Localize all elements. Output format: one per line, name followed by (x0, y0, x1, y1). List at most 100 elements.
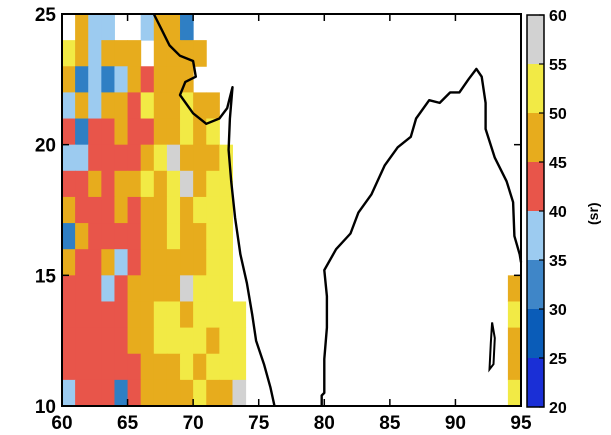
heatmap-cell (127, 223, 142, 250)
heatmap-cell (180, 301, 194, 329)
heatmap-cell (114, 170, 129, 198)
y-tick-label: 10 (35, 397, 56, 418)
heatmap-cell (153, 66, 168, 93)
heatmap-cell (75, 379, 89, 407)
heatmap-cell (206, 118, 220, 146)
x-tick-label: 90 (445, 413, 466, 434)
heatmap-cell (101, 223, 115, 250)
west-coastline (152, 13, 276, 407)
heatmap-cell (114, 327, 129, 355)
heatmap-cell (232, 353, 247, 381)
colorbar-band (527, 113, 544, 162)
heatmap-cell (127, 118, 142, 146)
heatmap-cell (101, 353, 115, 381)
heatmap-cell (127, 196, 142, 224)
heatmap-cell (127, 301, 142, 329)
heatmap-cell (127, 379, 142, 407)
heatmap-cell (153, 92, 168, 120)
heatmap-cell (180, 327, 194, 355)
heatmap-cell (166, 353, 181, 381)
heatmap-cell (193, 249, 207, 276)
heatmap-cell (219, 379, 233, 407)
heatmap-cell (140, 14, 155, 41)
heatmap-cell (75, 144, 89, 172)
heatmap-cell (88, 353, 102, 381)
heatmap-cell (75, 223, 89, 250)
heatmap-cell (166, 144, 181, 172)
x-tick-label: 85 (379, 413, 401, 434)
x-axis: 60 65 70 75 80 85 90 95 (51, 14, 532, 434)
heatmap-cell (193, 379, 207, 407)
heatmap-cell (101, 14, 115, 41)
heatmap-cell (101, 66, 115, 93)
heatmap-cell (507, 301, 522, 329)
heatmap-cell (88, 92, 102, 120)
heatmap-cell (219, 196, 233, 224)
heatmap-cell (180, 249, 194, 276)
heatmap-cell (127, 170, 142, 198)
heatmap-cell (88, 223, 102, 250)
heatmap-cell (62, 353, 76, 381)
heatmap-cell (232, 379, 247, 407)
heatmap-cell (193, 353, 207, 381)
heatmap-cell (75, 40, 89, 67)
heatmap-cell (153, 118, 168, 146)
east-coastline (320, 67, 523, 406)
heatmap-cell (75, 196, 89, 224)
heatmap-cell (101, 196, 115, 224)
heatmap-cell (127, 249, 142, 276)
heatmap-cell (507, 353, 522, 381)
heatmap-cell (88, 196, 102, 224)
heatmap-cell (206, 223, 220, 250)
heatmap-cell (153, 170, 168, 198)
colorbar-band (527, 309, 544, 358)
heatmap-cell (62, 301, 76, 329)
heatmap-cell (193, 144, 207, 172)
heatmap-cell (206, 144, 220, 172)
heatmap-cell (206, 327, 220, 355)
heatmap-cell (62, 40, 76, 67)
heatmap-cell (193, 196, 207, 224)
heatmap-cell (180, 144, 194, 172)
colorbar-band (527, 64, 544, 113)
heatmap-cell (62, 196, 76, 224)
heatmap-cell (101, 144, 115, 172)
heatmap-cell (140, 66, 155, 93)
heatmap-cell (206, 301, 220, 329)
heatmap-cell (153, 223, 168, 250)
heatmap-cell (206, 379, 220, 407)
heatmap-cell (507, 275, 522, 302)
heatmap-cell (219, 301, 233, 329)
heatmap-cell (232, 301, 247, 329)
heatmap-cell (166, 301, 181, 329)
heatmap-cell (62, 327, 76, 355)
heatmap-cell (219, 223, 233, 250)
heatmap-cell (140, 170, 155, 198)
heatmap-cell (232, 327, 247, 355)
heatmap-cell (193, 40, 207, 67)
heatmap-cell (219, 170, 233, 198)
heatmap-cell (62, 92, 76, 120)
island-outline (488, 322, 496, 373)
heatmap-cell (166, 14, 181, 41)
y-tick-label: 20 (35, 136, 56, 157)
heatmap-cell (166, 327, 181, 355)
heatmap-cell (140, 301, 155, 329)
heatmap-cell (62, 170, 76, 198)
heatmap-cell (206, 196, 220, 224)
heatmap-cell (206, 249, 220, 276)
heatmap-cell (114, 249, 129, 276)
heatmap-cell (166, 379, 181, 407)
heatmap-cell (127, 66, 142, 93)
heatmap-cell (114, 40, 129, 67)
heatmap-cell (166, 170, 181, 198)
heatmap-cell (127, 327, 142, 355)
x-tick-label: 65 (117, 413, 139, 434)
colorbar-tick-label: 30 (549, 302, 567, 319)
heatmap-cell (166, 92, 181, 120)
heatmap-cell (88, 301, 102, 329)
heatmap-cell (101, 301, 115, 329)
colorbar-unit-label: (sr) (585, 202, 601, 225)
x-tick-label: 70 (183, 413, 204, 434)
heatmap-cell (101, 327, 115, 355)
